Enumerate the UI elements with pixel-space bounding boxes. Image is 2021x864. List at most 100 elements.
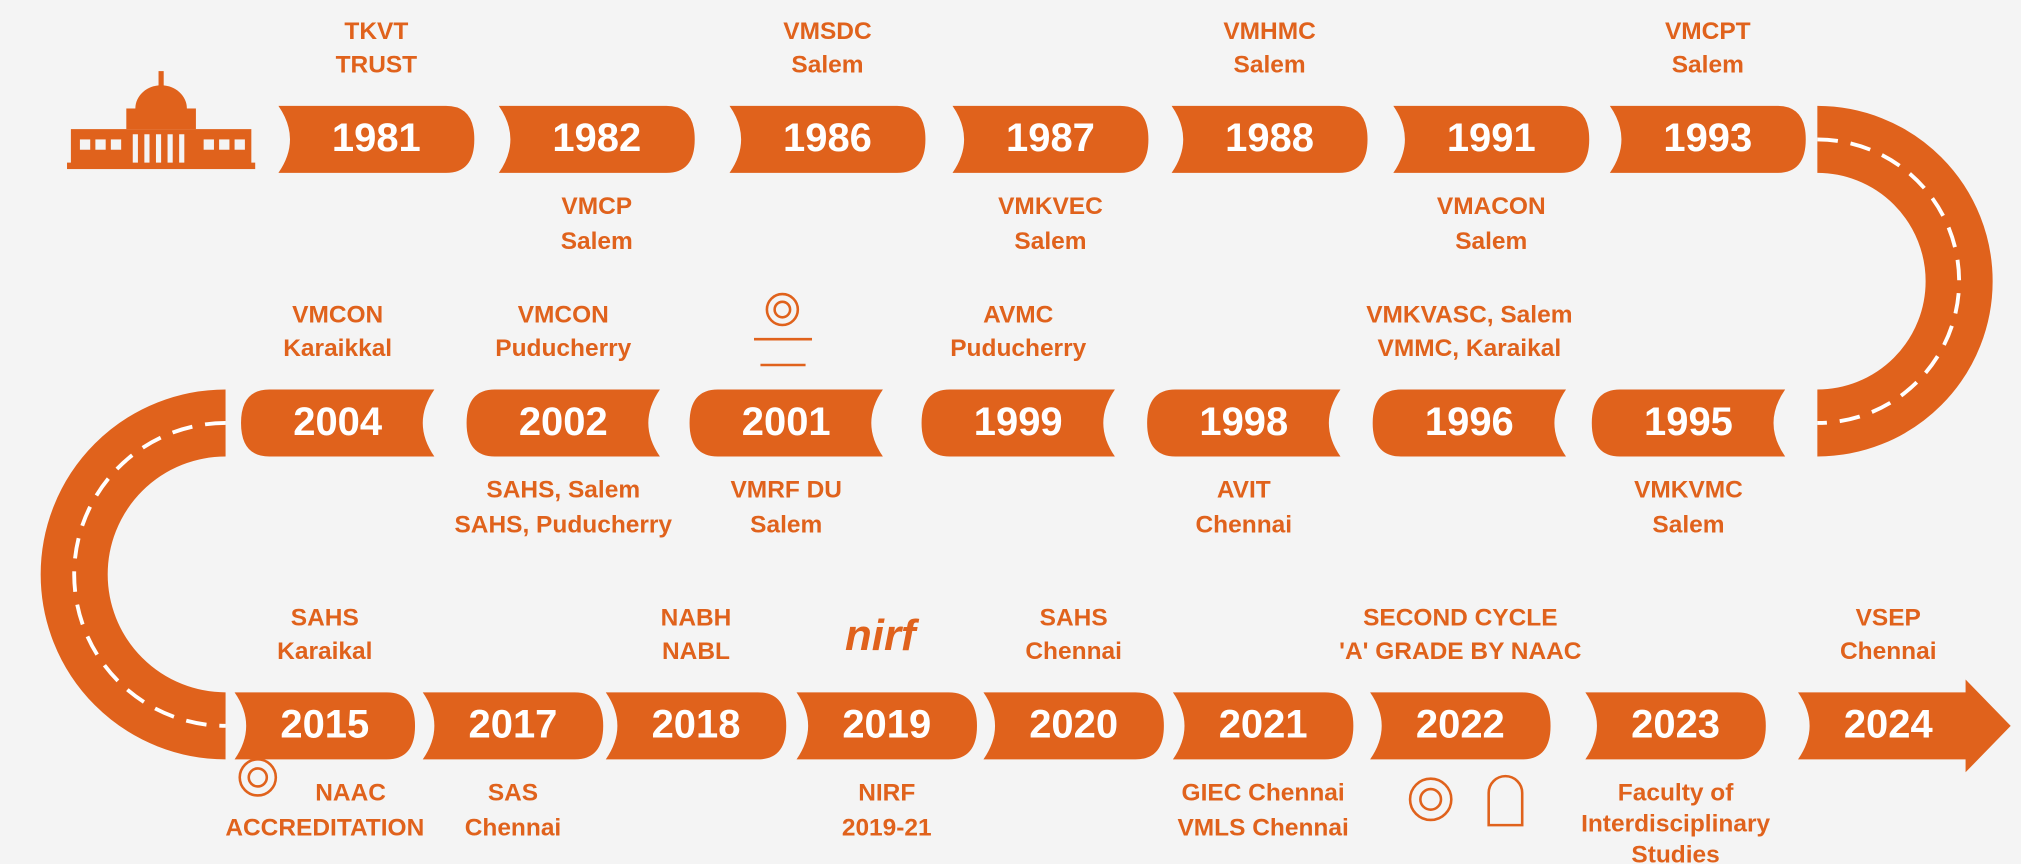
label-below: Studies <box>1631 842 1719 864</box>
year-segment <box>278 105 475 173</box>
label-above: TKVT <box>344 18 408 45</box>
year-segment <box>921 389 1115 457</box>
label-below: SAHS, Puducherry <box>454 512 672 539</box>
label-below: Chennai <box>465 814 562 841</box>
label-below: VMRF DU <box>730 477 841 504</box>
logo: nirf <box>845 611 920 660</box>
label-above: Chennai <box>1840 638 1937 665</box>
label-above: TRUST <box>336 51 418 78</box>
building-icon <box>67 71 256 170</box>
year-segment <box>1393 105 1590 173</box>
year: 2001 <box>742 400 831 444</box>
year-segment <box>1798 679 2011 773</box>
label-below: SAS <box>488 780 538 807</box>
year-segment <box>1609 105 1806 173</box>
label-below: Salem <box>750 512 822 539</box>
label-above: VMKVASC, Salem <box>1366 301 1572 328</box>
label-above: 'A' GRADE BY NAAC <box>1339 638 1581 665</box>
year-segment <box>1171 105 1368 173</box>
year: 1999 <box>974 400 1063 444</box>
label-above: SAHS <box>1040 604 1108 631</box>
year: 1987 <box>1006 116 1095 160</box>
label-above: Salem <box>791 51 863 78</box>
year: 1991 <box>1447 116 1536 160</box>
year: 2021 <box>1219 703 1308 747</box>
year-segment <box>466 389 660 457</box>
label-below: NIRF <box>858 780 915 807</box>
year-segment <box>1370 692 1551 760</box>
year: 1995 <box>1644 400 1733 444</box>
label-above: SAHS <box>291 604 359 631</box>
label-above: Puducherry <box>950 335 1086 362</box>
label-below: GIEC Chennai <box>1182 780 1345 807</box>
year: 2017 <box>469 703 558 747</box>
label-above: Chennai <box>1025 638 1122 665</box>
road-dash <box>72 421 226 728</box>
year-segment <box>498 105 695 173</box>
year-segment <box>983 692 1164 760</box>
label-above: VMHMC <box>1223 18 1315 45</box>
emblem <box>1408 774 1524 827</box>
year: 1986 <box>783 116 872 160</box>
year: 1982 <box>552 116 641 160</box>
label-above: Salem <box>1672 51 1744 78</box>
year: 2022 <box>1416 703 1505 747</box>
year: 2015 <box>280 703 369 747</box>
year: 1993 <box>1663 116 1752 160</box>
label-below: VMCP <box>561 193 632 220</box>
year-segment <box>241 389 435 457</box>
label-above: AVMC <box>983 301 1053 328</box>
label-above: VMCPT <box>1665 18 1751 45</box>
label-below: Salem <box>1652 512 1724 539</box>
year: 2020 <box>1029 703 1118 747</box>
road-dash <box>1817 137 1961 425</box>
year: 1981 <box>332 116 421 160</box>
label-below: Salem <box>1014 228 1086 255</box>
year-segment <box>234 692 416 760</box>
year-segment <box>1147 389 1341 457</box>
label-above: Puducherry <box>495 335 631 362</box>
label-below: NAAC <box>315 780 386 807</box>
label-below: Chennai <box>1196 512 1293 539</box>
year-segment <box>796 692 977 760</box>
label-below: Salem <box>1455 228 1527 255</box>
year-segment <box>605 692 787 760</box>
year-segment <box>1372 389 1567 457</box>
year: 2023 <box>1631 703 1720 747</box>
label-above: NABL <box>662 638 730 665</box>
label-below: VMLS Chennai <box>1177 814 1348 841</box>
year-segment <box>1172 692 1354 760</box>
label-above: NABH <box>661 604 732 631</box>
label-below: VMACON <box>1437 193 1546 220</box>
year-segment <box>422 692 604 760</box>
label-below: Faculty of <box>1618 780 1734 807</box>
year: 2018 <box>652 703 741 747</box>
label-below: 2019-21 <box>842 814 932 841</box>
year: 1998 <box>1199 400 1288 444</box>
label-below: SAHS, Salem <box>486 477 640 504</box>
label-above: VSEP <box>1856 604 1921 631</box>
label-above: VMSDC <box>783 18 871 45</box>
year: 2002 <box>519 400 608 444</box>
label-above: Karaikkal <box>283 335 392 362</box>
year-segment <box>952 105 1149 173</box>
label-below: Salem <box>561 228 633 255</box>
year-segment <box>1585 692 1766 760</box>
year-segment <box>1591 389 1786 457</box>
year: 1988 <box>1225 116 1314 160</box>
label-above: VMMC, Karaikal <box>1378 335 1562 362</box>
label-above: VMCON <box>518 301 609 328</box>
label-below: Interdisciplinary <box>1581 811 1770 838</box>
label-below: VMKVMC <box>1634 477 1743 504</box>
year: 2004 <box>293 400 382 444</box>
year: 1996 <box>1425 400 1514 444</box>
label-below: VMKVEC <box>998 193 1103 220</box>
label-above: VMCON <box>292 301 383 328</box>
label-above: SECOND CYCLE <box>1363 604 1557 631</box>
label-above: Karaikal <box>277 638 372 665</box>
year-segment <box>689 389 883 457</box>
year-segment <box>729 105 926 173</box>
year: 2024 <box>1844 703 1933 747</box>
year: 2019 <box>842 703 931 747</box>
